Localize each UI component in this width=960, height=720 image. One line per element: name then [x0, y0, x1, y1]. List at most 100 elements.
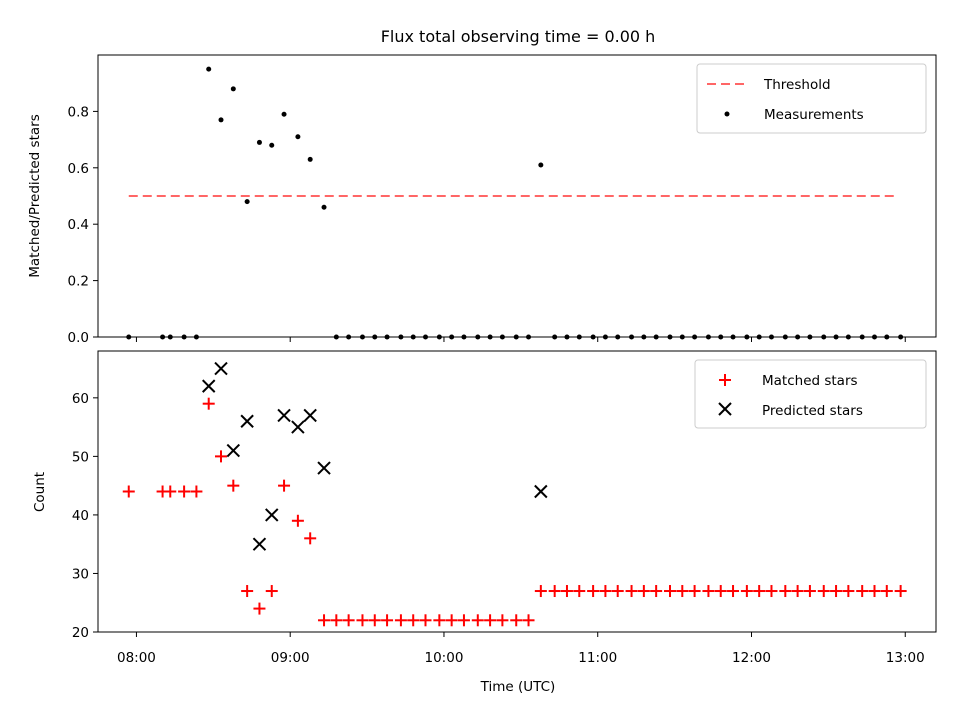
measurement-point	[269, 142, 275, 148]
measurement-points	[126, 66, 904, 340]
measurement-point	[552, 334, 558, 340]
matched-star-point	[560, 585, 573, 598]
bottom-legend-box	[694, 359, 927, 429]
measurement-point	[590, 334, 596, 340]
measurement-point	[845, 334, 851, 340]
measurement-point	[679, 334, 685, 340]
predicted-star-point	[534, 484, 548, 499]
measurement-point	[321, 204, 327, 210]
matched-star-point	[190, 485, 203, 498]
matched-star-point	[830, 585, 843, 598]
threshold-legend-label: Threshold	[763, 77, 831, 93]
measurement-point	[181, 334, 187, 340]
measurement-point	[218, 117, 224, 123]
predicted-star-point	[317, 461, 331, 475]
matched-star-point	[740, 585, 753, 598]
measurement-point	[295, 134, 301, 140]
matched-star-point	[894, 585, 907, 598]
matched-star-point	[265, 585, 278, 598]
matched-star-point	[304, 532, 317, 545]
measurement-point	[359, 334, 365, 340]
measurement-point	[398, 334, 404, 340]
matched-star-point	[227, 479, 240, 492]
measurement-point	[499, 334, 505, 340]
measurements-legend-label: Measurements	[764, 107, 864, 123]
measurement-point	[126, 334, 132, 340]
matched-legend-label: Matched stars	[762, 373, 858, 389]
measurement-point	[281, 111, 287, 117]
measurement-point	[782, 334, 788, 340]
top-y-axis-label: Matched/Predicted stars	[27, 114, 43, 277]
matched-star-point	[496, 614, 509, 627]
measurement-point	[833, 334, 839, 340]
x-tick-label: 13:00	[886, 650, 925, 666]
measurement-point	[256, 139, 262, 145]
x-tick-label: 12:00	[732, 650, 771, 666]
matched-star-point	[587, 585, 600, 598]
matched-star-point	[779, 585, 792, 598]
matched-star-point	[548, 585, 561, 598]
measurement-point	[898, 334, 904, 340]
x-tick-label: 08:00	[117, 650, 156, 666]
matched-star-point	[663, 585, 676, 598]
top-y-tick-label: 0.0	[68, 330, 89, 346]
predicted-star-point	[265, 508, 279, 522]
measurement-point	[487, 334, 493, 340]
matched-star-point	[381, 614, 394, 627]
matched-star-point	[611, 585, 624, 598]
matched-star-point	[445, 614, 458, 627]
measurement-point	[718, 334, 724, 340]
measurement-point	[346, 334, 352, 340]
matched-star-point	[419, 614, 432, 627]
matched-star-point	[791, 585, 804, 598]
measurement-point	[526, 334, 532, 340]
measurement-point	[641, 334, 647, 340]
top-y-tick-label: 0.2	[68, 274, 89, 290]
matched-star-point	[714, 585, 727, 598]
measurement-point	[538, 162, 544, 168]
top-legend-box	[696, 63, 927, 134]
measurements-legend-swatch	[724, 111, 730, 117]
matched-star-point	[394, 614, 407, 627]
x-tick-label: 10:00	[425, 650, 464, 666]
matched-star-point	[727, 585, 740, 598]
measurement-point	[821, 334, 827, 340]
matched-star-point	[765, 585, 778, 598]
chart-title: Flux total observing time = 0.00 h	[381, 27, 656, 46]
measurement-point	[756, 334, 762, 340]
measurement-point	[436, 334, 442, 340]
matched-star-point	[407, 614, 420, 627]
bottom-y-tick-label: 30	[72, 566, 89, 582]
measurement-point	[423, 334, 429, 340]
measurement-point	[744, 334, 750, 340]
matched-star-point	[318, 614, 331, 627]
bottom-y-tick-label: 40	[72, 508, 89, 524]
measurement-point	[705, 334, 711, 340]
matched-star-point	[342, 614, 355, 627]
bottom-x-ticks: 08:00 09:00 10:00 11:00 12:00 13:00	[117, 632, 925, 666]
measurement-point	[372, 334, 378, 340]
measurement-point	[576, 334, 582, 340]
measurement-point	[230, 86, 236, 92]
bottom-plot-frame	[97, 350, 937, 633]
bottom-y-axis-label: Count	[32, 472, 48, 512]
predicted-legend-swatch	[718, 402, 732, 416]
measurement-point	[410, 334, 416, 340]
matched-star-point	[510, 614, 523, 627]
measurement-point	[167, 334, 173, 340]
matched-star-point	[433, 614, 446, 627]
x-axis-label: Time (UTC)	[480, 679, 556, 695]
predicted-star-point	[240, 414, 254, 428]
matched-star-point	[122, 485, 135, 498]
measurement-point	[615, 334, 621, 340]
matched-star-point	[253, 602, 266, 615]
matched-star-point	[702, 585, 715, 598]
top-y-tick-label: 0.8	[68, 104, 89, 120]
matched-star-point	[241, 585, 254, 598]
measurement-point	[871, 334, 877, 340]
bottom-legend: Matched stars Predicted stars	[694, 359, 927, 429]
measurement-point	[206, 66, 212, 72]
x-tick-label: 11:00	[578, 650, 617, 666]
bottom-y-tick-label: 50	[72, 449, 89, 465]
